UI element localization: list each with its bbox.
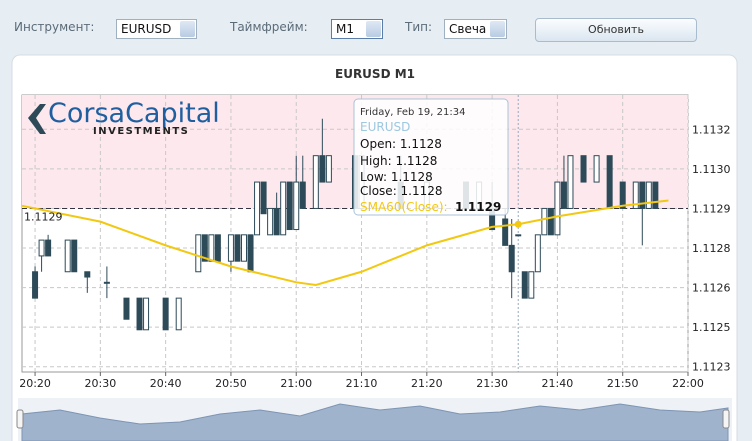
candle-body: [136, 297, 143, 331]
candle-body: [175, 297, 182, 331]
candle-body: [528, 271, 535, 299]
candle-body: [208, 234, 215, 262]
timeframe-label: Таймфрейм:: [230, 20, 308, 34]
tooltip: Friday, Feb 19, 21:34 EURUSD Open: 1.112…: [353, 98, 509, 216]
candle-body: [541, 207, 548, 236]
y-tick-label: 1.1125: [692, 321, 731, 334]
timeframe-select[interactable]: M1: [331, 19, 383, 39]
candle-body: [162, 297, 169, 331]
x-tick-label: 21:50: [607, 377, 639, 390]
candle-body: [38, 239, 45, 257]
candle-body: [632, 181, 639, 209]
y-tick-label: 1.1130: [692, 163, 731, 176]
candle-body: [273, 207, 280, 236]
candle-body: [234, 234, 241, 262]
candle-body: [254, 181, 261, 236]
candle-body: [280, 181, 287, 236]
tooltip-sma-value: 1.1129: [455, 200, 501, 214]
tooltip-line: Open: 1.1128: [360, 137, 442, 151]
y-tick-label: 1.1132: [692, 123, 731, 136]
navigator-area: [21, 403, 729, 441]
tooltip-line: High: 1.1128: [360, 154, 437, 168]
candle-body: [567, 155, 574, 209]
candle-body: [64, 239, 71, 273]
logo-sub: INVESTMENTS: [93, 126, 189, 137]
last-price-label: 1.1129: [24, 210, 63, 223]
tooltip-line: Close: 1.1128: [360, 184, 443, 198]
candle-body: [554, 181, 561, 236]
candle-body: [325, 155, 332, 183]
candle-body: [293, 181, 300, 231]
y-tick-label: 1.1123: [692, 361, 731, 374]
x-tick-label: 21:10: [346, 377, 378, 390]
tooltip-line: Low: 1.1128: [360, 170, 433, 184]
candle-body: [521, 271, 528, 299]
x-tick-label: 21:40: [542, 377, 574, 390]
logo: CorsaCapital INVESTMENTS: [28, 98, 220, 137]
candle-body: [45, 239, 52, 257]
instrument-select[interactable]: EURUSD: [116, 19, 197, 39]
instrument-label: Инструмент:: [14, 20, 95, 34]
x-tick-label: 20:50: [215, 377, 247, 390]
candle-body: [299, 181, 306, 209]
x-tick-label: 21:30: [476, 377, 508, 390]
candle-body: [241, 234, 247, 262]
candle-body: [639, 181, 646, 209]
candle-body: [547, 207, 554, 236]
candle-body: [652, 181, 659, 209]
candle-body: [227, 234, 234, 262]
candle-body: [267, 207, 274, 236]
x-tick-label: 20:40: [150, 377, 182, 390]
candle-body: [260, 181, 267, 215]
x-tick-label: 21:20: [411, 377, 443, 390]
candle-body: [619, 181, 626, 209]
candle-body: [593, 155, 600, 183]
logo-icon: [28, 104, 46, 134]
candle-body: [319, 155, 326, 183]
candle-body: [103, 281, 110, 284]
candle-body: [71, 239, 78, 273]
candle-body: [606, 155, 613, 209]
sma-hover-dot: [514, 220, 522, 228]
x-tick-label: 20:30: [85, 377, 117, 390]
candle-body: [195, 234, 202, 273]
navigator: [16, 398, 732, 441]
candle-body: [32, 271, 39, 299]
y-tick-label: 1.1128: [692, 242, 731, 255]
navigator-handle[interactable]: [16, 409, 24, 429]
candle-body: [214, 234, 221, 262]
logo-brand: CorsaCapital: [48, 98, 220, 129]
candle-body: [645, 181, 652, 209]
candle-body: [580, 155, 587, 183]
candle-body: [502, 218, 509, 246]
candle-body: [201, 234, 208, 262]
candle-body: [286, 181, 293, 231]
type-label: Тип:: [405, 20, 433, 34]
x-tick-label: 22:00: [672, 377, 704, 390]
tooltip-time: Friday, Feb 19, 21:34: [360, 107, 465, 118]
tooltip-box: [353, 98, 509, 216]
chart-title: EURUSD M1: [335, 67, 415, 81]
tooltip-sma-label: SMA60(Close):: [360, 200, 448, 214]
candle-body: [534, 234, 541, 273]
x-tick-label: 20:20: [19, 377, 51, 390]
candle-body: [560, 181, 567, 209]
y-tick-label: 1.1129: [692, 202, 731, 215]
type-select[interactable]: Свеча: [444, 19, 507, 39]
candle-body: [312, 155, 319, 209]
candle-body: [123, 297, 130, 320]
sma-line: [21, 199, 669, 286]
y-tick-label: 1.1126: [692, 282, 731, 295]
candle-body: [508, 244, 515, 273]
candle-body: [515, 234, 522, 237]
refresh-button[interactable]: Обновить: [535, 18, 697, 42]
x-tick-label: 21:00: [280, 377, 312, 390]
candle-body: [84, 271, 91, 278]
candle-body: [247, 234, 254, 273]
candle-body: [143, 297, 150, 331]
navigator-handle[interactable]: [722, 409, 730, 429]
tooltip-symbol: EURUSD: [360, 120, 410, 134]
